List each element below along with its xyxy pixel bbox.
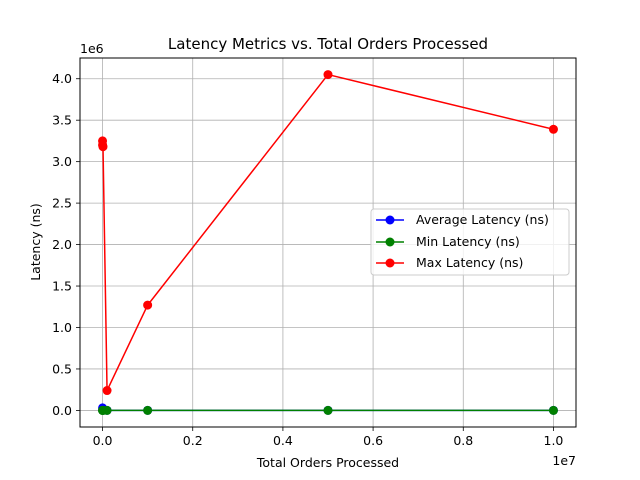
y-tick-label: 0.0 (52, 403, 72, 418)
series-layer (98, 70, 558, 415)
data-point-min (102, 405, 112, 415)
y-tick-label: 3.5 (52, 113, 72, 128)
x-tick-label: 1.0 (544, 433, 564, 448)
series-min (98, 405, 558, 415)
data-point-max (98, 142, 108, 152)
chart-title: Latency Metrics vs. Total Orders Process… (168, 35, 488, 53)
legend-marker-max (385, 258, 395, 268)
data-point-min (548, 405, 558, 415)
legend-marker-average (385, 215, 395, 225)
legend-label-average: Average Latency (ns) (416, 212, 549, 227)
x-tick-label: 0.0 (93, 433, 113, 448)
x-axis-label: Total Orders Processed (256, 455, 399, 470)
legend-label-max: Max Latency (ns) (416, 255, 523, 270)
legend-label-min: Min Latency (ns) (416, 234, 520, 249)
y-tick-label: 3.0 (52, 154, 72, 169)
data-point-max (143, 300, 153, 310)
y-tick-label: 1.5 (52, 279, 72, 294)
data-point-max (548, 124, 558, 134)
y-offset-text: 1e6 (80, 41, 104, 56)
x-tick-label: 0.8 (453, 433, 473, 448)
y-tick-label: 1.0 (52, 320, 72, 335)
ticks: 0.0 0.2 0.4 0.6 0.8 1.0 0.0 0.5 1.0 1.5 2.0 2.5 3.0 3… (52, 71, 563, 448)
x-offset-text: 1e7 (552, 453, 576, 468)
data-point-max (102, 386, 112, 396)
x-tick-label: 0.2 (183, 433, 203, 448)
data-point-min (323, 405, 333, 415)
x-tick-label: 0.4 (273, 433, 293, 448)
y-tick-label: 4.0 (52, 71, 72, 86)
y-tick-label: 2.5 (52, 196, 72, 211)
legend: Average Latency (ns) Min Latency (ns) Ma… (370, 208, 570, 276)
data-point-max (323, 70, 333, 80)
legend-box (370, 208, 570, 276)
series-max (98, 70, 558, 396)
x-tick-label: 0.6 (363, 433, 383, 448)
legend-marker-min (385, 237, 395, 247)
y-axis-label: Latency (ns) (28, 203, 43, 281)
y-tick-label: 2.0 (52, 237, 72, 252)
plot-frame (79, 57, 577, 428)
y-tick-label: 0.5 (52, 361, 72, 376)
data-point-min (143, 405, 153, 415)
